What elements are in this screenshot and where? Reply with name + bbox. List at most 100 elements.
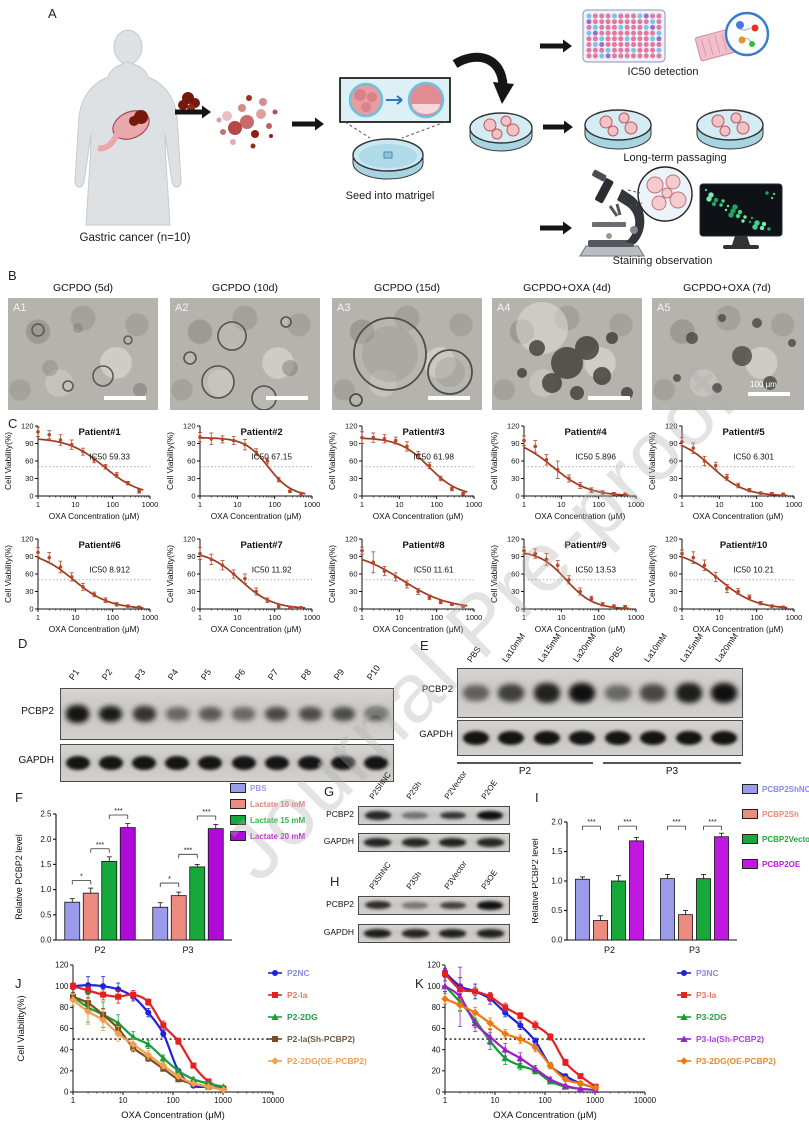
legend-label: P3-la: [696, 990, 717, 1000]
sig-bracket: [108, 814, 129, 820]
series-P3-la(Sh-PCBP2): [441, 966, 600, 1093]
pcbp2-blot: [358, 806, 510, 825]
image-tag: A3: [337, 302, 351, 314]
y-tick-label: 120: [183, 422, 196, 431]
y-tick-label: 0: [29, 492, 33, 501]
x-tick-label: 1000: [586, 1096, 604, 1105]
stomach-icon: [97, 110, 150, 152]
y-tick-label: 60: [669, 457, 677, 466]
x-axis-label: OXA Concentration (μM): [493, 1110, 597, 1121]
x-tick-label: 10: [557, 613, 565, 622]
y-tick-label: 120: [507, 422, 520, 431]
protein-band: [132, 706, 156, 722]
panel-j-label: J: [15, 976, 22, 991]
y-tick-label: 120: [21, 535, 34, 544]
y-axis-label: Cell Viability(%): [489, 545, 499, 603]
y-tick-label: 60: [349, 457, 357, 466]
group-label: P3: [665, 766, 679, 777]
legend-swatch: [230, 831, 246, 841]
y-tick-label: 30: [349, 474, 357, 483]
y-tick-label: 120: [345, 535, 358, 544]
protein-band: [476, 929, 504, 938]
panel-c: C 0 30 60 90 120 1 10 100 1000 Cell Viability(%) O…: [0, 412, 809, 636]
y-tick-label: 90: [349, 552, 357, 561]
micro-image-gcpdo-oxa-7d: A5 100 μm: [652, 298, 804, 410]
gapdh-blot: [60, 744, 394, 782]
chart-title: Patient#6: [78, 540, 120, 551]
panel-a: A: [0, 0, 809, 268]
legend-item: Lactate 15 mM: [230, 815, 305, 825]
y-tick-label: 0: [191, 492, 195, 501]
image-tag: A1: [13, 302, 27, 314]
image-tag: A5: [657, 302, 671, 314]
series-Patient#10: [680, 549, 788, 610]
series-Patient#8: [360, 546, 468, 608]
protein-band: [402, 902, 429, 909]
panel-d-label: D: [18, 636, 28, 651]
lane-label: P6: [232, 667, 247, 682]
protein-band: [364, 756, 389, 770]
protein-band: [439, 811, 466, 820]
y-tick-label: 60: [187, 457, 195, 466]
protein-band: [711, 682, 738, 704]
passaging-caption: Long-term passaging: [623, 152, 727, 164]
series-Patient#5: [680, 437, 788, 497]
micro-title: GCPDO+OXA (4d): [523, 282, 611, 294]
x-tick-label: 100: [268, 613, 281, 622]
protein-band: [264, 756, 289, 770]
bar-PCBP2ShNC-P2: [575, 878, 590, 941]
image-tag: A4: [497, 302, 511, 314]
legend-label: P3-la(Sh-PCBP2): [696, 1034, 764, 1044]
sig-bracket: [196, 815, 217, 821]
flow-arrows: [175, 39, 573, 235]
x-axis-label: OXA Concentration (μM): [211, 511, 302, 521]
y-axis-label: Cell Viability(%): [16, 995, 27, 1061]
x-tick-label: 10: [71, 500, 79, 509]
y-tick-label: 30: [187, 474, 195, 483]
x-tick-label: 10: [119, 1096, 128, 1105]
panel-e-western-blot: E PCBP2 GAPDH P2 P3 PBS La10mM La15mM La20m…: [415, 631, 809, 788]
y-tick-label: 60: [669, 570, 677, 579]
bar-PCBP2OE-P2: [629, 840, 644, 941]
x-axis-label: OXA Concentration (μM): [535, 624, 626, 634]
sig-label: ***: [672, 819, 680, 826]
staining-caption: Staining observation: [612, 255, 713, 267]
seed-dish-icon: [352, 138, 424, 180]
lane-label: La15mM: [677, 631, 705, 664]
legend: PCBP2ShNC PCBP2Sh PCBP2Vector PCBP2OE: [742, 784, 809, 884]
x-tick-label: 1000: [304, 500, 321, 509]
y-axis-label: Cell Viability(%): [327, 432, 337, 490]
micro-image-gcpdo-15d: A3: [332, 298, 482, 410]
x-tick-label: 1000: [786, 613, 803, 622]
micro-title: GCPDO (10d): [212, 282, 278, 294]
lane-label: La10mM: [500, 631, 528, 664]
series-Patient#4: [522, 435, 630, 497]
legend-label: P2-la(Sh-PCBP2): [287, 1034, 355, 1044]
panel-k-label: K: [415, 976, 424, 991]
lane-label: P3: [132, 667, 148, 682]
x-tick-label: 100: [538, 1096, 552, 1105]
x-tick-label: 100: [106, 613, 119, 622]
x-tick-label: 10: [233, 500, 241, 509]
series-P2-2DG(OE-PCBP2): [69, 994, 228, 1094]
axes: [197, 425, 313, 499]
pcbp2-blot: [457, 668, 743, 718]
x-tick-label: 1000: [142, 613, 159, 622]
lane-label: P2OE: [479, 778, 500, 801]
y-tick-label: 20: [432, 1066, 441, 1075]
y-tick-label: 2.5: [40, 810, 52, 819]
legend-swatch: [230, 783, 246, 793]
organoid-dish-icon: [469, 112, 533, 152]
legend-label: P3-2DG: [696, 1012, 727, 1022]
y-tick-label: 60: [187, 570, 195, 579]
ic50-annotation: IC50 11.61: [414, 564, 454, 574]
y-tick-label: 120: [427, 961, 441, 970]
ic50-annotation: IC50 61.98: [413, 451, 454, 461]
y-tick-label: 120: [345, 422, 358, 431]
protein-band: [640, 731, 667, 745]
